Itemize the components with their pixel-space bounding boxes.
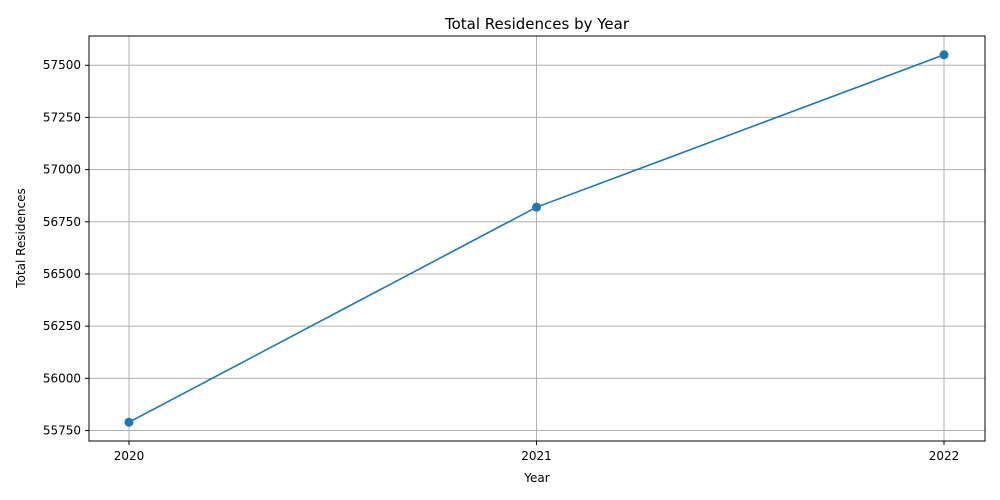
y-tick-label: 56500: [43, 267, 81, 281]
chart-title: Total Residences by Year: [444, 15, 630, 33]
x-tick-label: 2022: [929, 449, 960, 463]
data-point: [532, 202, 541, 212]
x-axis-label: Year: [523, 471, 549, 485]
x-tick-label: 2021: [521, 449, 552, 463]
y-tick-label: 56000: [43, 371, 81, 385]
ticks-layer: 2020 2021 2022 55750 56000 56250 56500 56750 570…: [43, 58, 959, 463]
y-tick-label: 56250: [43, 319, 81, 333]
plot-frame: [88, 35, 986, 442]
data-point: [939, 50, 949, 60]
series-layer: [124, 50, 949, 427]
y-tick-label: 57250: [43, 110, 81, 124]
y-tick-label: 56750: [43, 215, 81, 229]
data-point: [124, 417, 134, 427]
grid-layer: [89, 36, 985, 441]
y-tick-label: 55750: [43, 424, 81, 438]
y-tick-label: 57000: [43, 163, 81, 177]
x-tick-label: 2020: [114, 449, 145, 463]
y-axis-label: Total Residences: [14, 188, 28, 288]
y-tick-label: 57500: [43, 58, 81, 72]
